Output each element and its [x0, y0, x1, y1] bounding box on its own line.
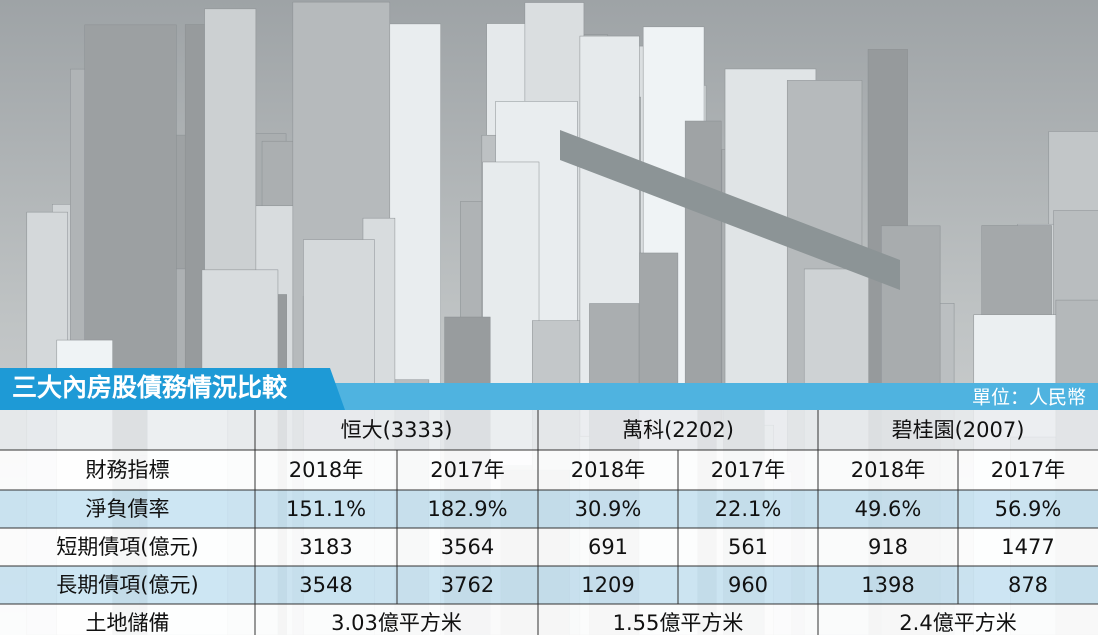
cell: 3564	[441, 535, 494, 559]
row-background	[0, 450, 1098, 490]
column-header: 2018年	[851, 458, 925, 482]
cell: 151.1%	[286, 497, 366, 521]
cell: 3183	[299, 535, 352, 559]
cell: 561	[728, 535, 768, 559]
row-label: 淨負債率	[86, 497, 170, 521]
cell: 182.9%	[427, 497, 507, 521]
cell: 56.9%	[995, 497, 1062, 521]
row-background	[0, 604, 1098, 639]
title: 三大內房股債務情況比較	[12, 373, 288, 402]
column-header: 2017年	[991, 458, 1065, 482]
row-background	[0, 490, 1098, 528]
cell: 960	[728, 573, 768, 597]
cell: 22.1%	[715, 497, 782, 521]
column-header: 2017年	[430, 458, 504, 482]
column-header: 2017年	[711, 458, 785, 482]
column-header: 財務指標	[86, 458, 170, 482]
road	[560, 130, 900, 290]
column-header: 2018年	[571, 458, 645, 482]
table: 恒大(3333) 萬科(2202) 碧桂園(2007) 財務指標 2018年 2017年 2…	[0, 410, 1098, 639]
cell: 3762	[441, 573, 494, 597]
group-header: 萬科(2202)	[622, 418, 734, 442]
cell: 1.55億平方米	[613, 611, 744, 635]
cell: 30.9%	[575, 497, 642, 521]
cell: 878	[1008, 573, 1048, 597]
group-header: 碧桂園(2007)	[892, 418, 1025, 442]
cell: 3548	[299, 573, 352, 597]
row-label: 長期債項(億元)	[56, 573, 198, 597]
row-background	[0, 528, 1098, 566]
column-header: 2018年	[289, 458, 363, 482]
unit: 單位：人民幣	[972, 387, 1086, 409]
cell: 1398	[861, 573, 914, 597]
row-label: 土地儲備	[86, 611, 170, 635]
cell: 918	[868, 535, 908, 559]
cell: 1477	[1001, 535, 1054, 559]
cell: 3.03億平方米	[331, 611, 462, 635]
cell: 2.4億平方米	[899, 611, 1016, 635]
row-background	[0, 566, 1098, 604]
group-header: 恒大(3333)	[341, 418, 453, 442]
cell: 49.6%	[855, 497, 922, 521]
cell: 1209	[581, 573, 634, 597]
title-banner	[0, 368, 345, 410]
row-label: 短期債項(億元)	[56, 535, 198, 559]
row-background	[0, 410, 1098, 450]
cell: 691	[588, 535, 628, 559]
